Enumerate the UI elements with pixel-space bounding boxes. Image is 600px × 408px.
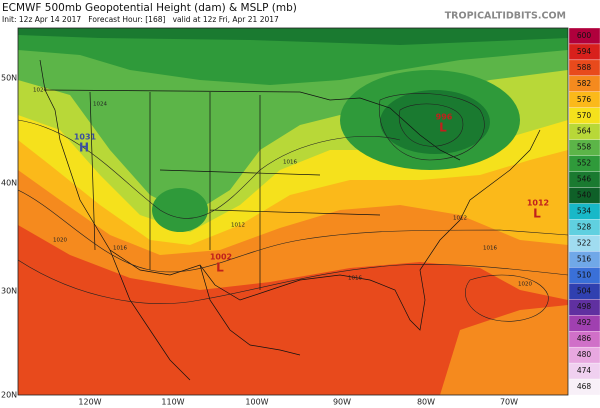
contour-label: 1016: [483, 246, 497, 252]
colorbar-label: 582: [577, 79, 592, 88]
contour-label: 1016: [113, 246, 127, 252]
contour-label: 1024: [33, 88, 47, 94]
pressure-center-type: L: [533, 207, 541, 221]
colorbar-swatch: [568, 378, 600, 396]
colorbar-label: 492: [577, 318, 592, 327]
colorbar-label: 564: [577, 127, 592, 136]
colorbar-label: 600: [577, 31, 592, 40]
pressure-center-value: 1012: [527, 199, 549, 208]
colorbar-label: 516: [577, 254, 592, 263]
lon-label: 110W: [161, 398, 184, 407]
pressure-center-type: L: [439, 121, 447, 135]
colorbar-label: 594: [577, 47, 592, 56]
title: ECMWF 500mb Geopotential Height (dam) & …: [2, 2, 297, 14]
lat-label: 50N: [1, 74, 17, 83]
colorbar-label: 576: [577, 95, 592, 104]
colorbar-label: 498: [577, 302, 592, 311]
colorbar-label: 558: [577, 143, 592, 152]
map-frame: [17, 27, 569, 396]
lat-label: 30N: [1, 287, 17, 296]
lon-label: 100W: [245, 398, 268, 407]
pressure-center-type: H: [79, 141, 89, 155]
colorbar-label: 570: [577, 111, 592, 120]
lat-label: 40N: [1, 179, 17, 188]
colorbar-label: 534: [577, 207, 592, 216]
colorbar-label: 504: [577, 286, 592, 295]
lon-label: 80W: [417, 398, 435, 407]
colorbar-label: 486: [577, 334, 592, 343]
pressure-center-type: L: [216, 261, 224, 275]
colorbar-label: 468: [577, 382, 592, 391]
contour-label: 1020: [518, 282, 532, 288]
colorbar-label: 510: [577, 270, 592, 279]
lon-label: 120W: [78, 398, 101, 407]
contour-label: 1024: [93, 102, 107, 108]
contour-label: 1012: [453, 216, 467, 222]
lat-label: 20N: [1, 391, 17, 400]
map-area: [18, 28, 568, 395]
colorbar-label: 522: [577, 238, 592, 247]
contour-label: 1012: [231, 223, 245, 229]
pressure-center-value: 1002: [210, 253, 232, 262]
colorbar-label: 546: [577, 175, 592, 184]
contour-label: 1016: [283, 160, 297, 166]
colorbar-label: 480: [577, 350, 592, 359]
watermark: TROPICALTIDBITS.COM: [445, 11, 566, 22]
contour-label: 1016: [348, 276, 362, 282]
pressure-center-value: 996: [436, 113, 453, 122]
subtitle: Init: 12z Apr 14 2017 Forecast Hour: [16…: [2, 15, 279, 24]
colorbar-label: 540: [577, 191, 592, 200]
lon-label: 70W: [500, 398, 518, 407]
lon-label: 90W: [333, 398, 351, 407]
colorbar-label: 588: [577, 63, 592, 72]
pressure-center-value: 1031: [74, 133, 97, 142]
contour-label: 1020: [53, 238, 67, 244]
colorbar-label: 474: [577, 366, 592, 375]
colorbar-label: 528: [577, 222, 592, 231]
colorbar-label: 552: [577, 159, 592, 168]
